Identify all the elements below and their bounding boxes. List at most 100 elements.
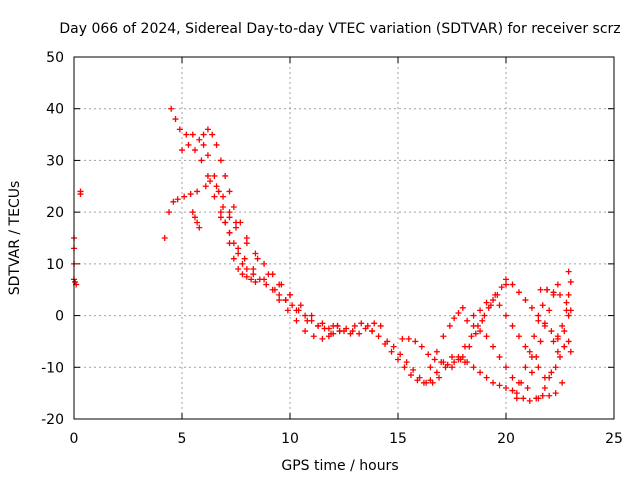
data-point [302,312,309,319]
data-point [204,126,211,133]
data-point [554,348,561,355]
data-point [563,307,570,314]
data-point [535,395,542,402]
data-point [565,338,572,345]
data-point [466,343,473,350]
data-point [351,322,358,329]
data-point [263,281,270,288]
data-point [241,255,248,262]
series-track-q [464,317,522,386]
data-point [230,203,237,210]
data-point [479,317,486,324]
data-point [464,359,471,366]
series-track-d [189,178,293,298]
series-track-a [161,188,201,241]
data-point [189,131,196,138]
y-tick-label: 20 [46,205,64,221]
data-point [276,291,283,298]
data-point [490,343,497,350]
data-point [546,307,553,314]
data-point [226,214,233,221]
data-point [546,392,553,399]
data-point [191,214,198,221]
series-track-k [369,328,447,386]
data-point [325,333,332,340]
data-point [269,271,276,278]
data-point [470,364,477,371]
data-point [243,266,250,273]
data-point [174,196,181,203]
data-point [557,291,563,298]
data-point [449,353,455,360]
data-point [204,152,211,159]
data-point [503,281,509,288]
data-point [384,338,391,345]
data-point [239,271,246,278]
data-point [518,379,525,386]
data-point [388,348,395,355]
data-point [548,328,555,335]
data-point [561,328,568,335]
data-point [403,359,410,366]
data-point [490,379,497,386]
data-point [198,157,205,164]
data-point [196,136,203,143]
data-point [168,105,175,112]
data-point [459,304,466,311]
data-point [485,304,492,311]
data-point [520,395,527,402]
data-point [172,116,179,123]
data-point [243,235,250,241]
data-point [541,384,548,391]
series-track-x [550,278,574,345]
data-point [524,384,531,391]
data-point [252,278,259,285]
data-point [412,338,419,345]
data-point [496,302,503,309]
data-point [230,255,237,262]
data-point [282,297,289,304]
data-point [533,353,540,360]
data-point [207,178,214,185]
data-point [194,219,201,226]
data-point [509,374,516,381]
y-tick-label: 50 [46,50,64,66]
y-tick-label: -10 [41,360,64,376]
data-point [250,271,257,278]
data-point [554,281,561,288]
series-track-w [537,286,574,314]
data-point [252,250,259,257]
data-point [401,364,408,371]
data-point [561,343,568,350]
data-point [213,183,220,190]
data-point [477,307,484,314]
series-track-z [535,312,572,402]
x-tick-label: 10 [281,431,299,447]
data-point [369,328,376,335]
data-point [552,364,559,371]
data-point [539,392,546,399]
data-point [226,240,233,247]
data-point [541,322,548,329]
data-point [321,325,328,332]
data-point [226,209,233,216]
data-point [554,333,561,340]
data-point [477,328,484,335]
data-point [565,268,572,275]
series-track-r [503,276,574,355]
y-tick-label: 0 [55,309,64,325]
series-track-e [200,126,337,329]
data-point [217,209,224,216]
data-point [204,172,211,179]
data-point [451,315,458,322]
data-point [250,266,257,273]
data-point [503,364,509,371]
grid-lines [74,57,614,419]
data-point [196,224,203,231]
series-track-p [459,281,509,360]
data-point [449,364,455,371]
data-point [397,351,404,358]
data-point [237,219,244,226]
data-point [308,317,315,324]
